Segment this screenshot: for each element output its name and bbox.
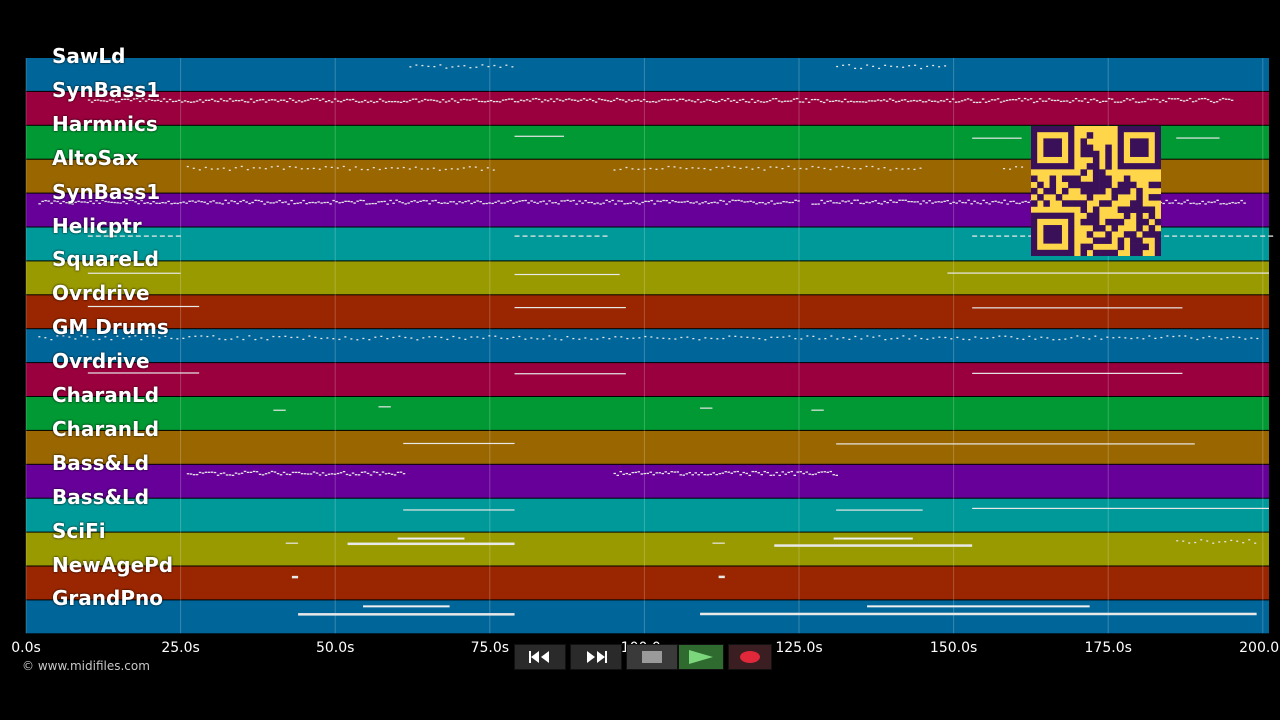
time-tick-label: 50.0s	[315, 640, 355, 656]
note-segment	[947, 272, 1269, 274]
record-button[interactable]	[728, 644, 772, 670]
note-segment	[291, 575, 299, 579]
track-label: Bass&Ld	[52, 484, 150, 509]
track-label: Ovrdrive	[52, 349, 150, 374]
note-segment	[285, 542, 299, 544]
track-lane	[26, 498, 1269, 532]
note-segment	[87, 235, 181, 237]
track-lane	[26, 261, 1269, 295]
stop-icon	[642, 651, 662, 663]
note-segment	[836, 64, 947, 70]
track-label: CharanLd	[52, 383, 160, 407]
time-tick-label: 150.0s	[929, 640, 978, 656]
track-label: SciFi	[52, 518, 106, 543]
track-lane	[26, 600, 1269, 634]
track-lane	[26, 430, 1269, 464]
note-segment	[1176, 137, 1220, 139]
track-label: SquareLd	[52, 247, 159, 272]
note-segment	[403, 509, 515, 511]
note-segment	[298, 605, 515, 616]
track-lane	[26, 397, 1269, 430]
note-segment	[514, 306, 626, 309]
fast-forward-button[interactable]	[570, 644, 622, 670]
time-tick-label: 75.0s	[470, 640, 510, 656]
track-label: SynBass1	[52, 179, 161, 204]
note-segment	[186, 165, 495, 171]
track-lane	[26, 464, 1269, 498]
time-tick-label: 175.0s	[1084, 640, 1132, 656]
note-segment	[514, 235, 608, 237]
track-lane	[26, 58, 1269, 91]
fast-forward-icon	[587, 651, 607, 663]
track-label: GM Drums	[52, 315, 169, 340]
track-lane	[26, 363, 1269, 396]
qr-code-icon	[1031, 126, 1162, 257]
note-segment	[972, 507, 1269, 510]
track-lane	[26, 91, 1269, 125]
note-segment	[403, 442, 515, 445]
track-label: NewAgePd	[52, 552, 174, 577]
note-segment	[972, 372, 1183, 374]
note-segment	[836, 509, 923, 511]
track-label: SynBass1	[52, 77, 161, 102]
record-icon	[740, 651, 760, 663]
track-label: CharanLd	[52, 416, 160, 441]
track-lane	[26, 566, 1269, 600]
note-segment	[87, 97, 1234, 104]
track-label: Bass&Ld	[52, 450, 150, 475]
note-segment	[836, 443, 1195, 445]
stop-button[interactable]	[626, 644, 678, 670]
note-segment	[87, 305, 200, 308]
note-segment	[38, 199, 800, 205]
time-tick-label: 125.0s	[775, 640, 823, 656]
track-lane	[26, 295, 1269, 329]
track-lane	[26, 532, 1269, 566]
note-segment	[700, 605, 1257, 616]
note-segment	[378, 406, 391, 408]
transport-controls	[514, 644, 772, 670]
note-segment	[186, 470, 406, 477]
note-segment	[613, 165, 922, 171]
track-lane	[26, 329, 1269, 363]
track-label: GrandPno	[52, 586, 163, 611]
track-label: AltoSax	[52, 145, 139, 170]
note-segment	[613, 470, 838, 477]
copyright-text: © www.midifiles.com	[22, 659, 150, 673]
rewind-button[interactable]	[514, 644, 566, 670]
rewind-icon	[529, 651, 549, 663]
note-segment	[1003, 166, 1024, 170]
track-label: Helicptr	[52, 213, 142, 238]
time-tick-label: 0.0s	[11, 640, 41, 656]
note-segment	[514, 135, 565, 137]
note-segment	[811, 409, 824, 411]
play-icon	[689, 650, 713, 664]
note-segment	[712, 542, 725, 544]
note-segment	[1176, 539, 1257, 544]
note-segment	[38, 335, 1259, 341]
time-tick-label: 200.0s	[1239, 640, 1280, 656]
play-button[interactable]	[678, 644, 724, 670]
note-segment	[774, 537, 973, 547]
note-segment	[514, 273, 620, 276]
note-segment	[87, 372, 200, 374]
note-segment	[273, 409, 286, 411]
note-segment	[700, 407, 713, 409]
note-segment	[347, 537, 515, 546]
track-label: SawLd	[52, 44, 126, 68]
note-segment	[514, 373, 626, 375]
note-segment	[972, 137, 1022, 139]
note-segment	[87, 272, 181, 274]
note-segment	[972, 307, 1183, 309]
track-label: Ovrdrive	[52, 281, 150, 306]
note-segment	[409, 64, 514, 69]
time-tick-label: 25.0s	[161, 640, 200, 656]
note-segment	[718, 575, 725, 579]
track-label: Harmnics	[52, 111, 158, 136]
